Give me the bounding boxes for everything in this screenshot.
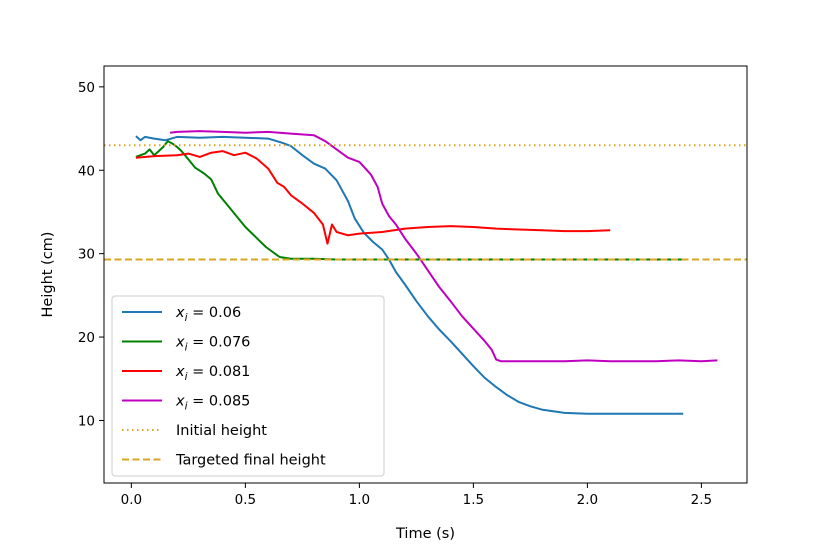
- x-axis-label: Time (s): [395, 526, 455, 542]
- legend-subscript: i: [185, 342, 188, 354]
- legend-box: [111, 295, 385, 477]
- x-tick-label: 2.5: [691, 492, 712, 508]
- y-axis: 10 20 30 40 50: [78, 80, 104, 429]
- legend-value: = 0.076: [188, 335, 251, 351]
- series-line: [135, 150, 611, 245]
- legend-variable: x: [175, 394, 185, 410]
- legend-label: xi = 0.085: [175, 394, 250, 413]
- legend-label: Targeted final height: [175, 453, 326, 469]
- legend-variable: x: [175, 364, 185, 380]
- legend-variable: x: [175, 305, 185, 321]
- legend-subscript: i: [185, 371, 188, 383]
- x-tick-label: 2.0: [577, 492, 598, 508]
- legend-label: xi = 0.081: [175, 364, 250, 383]
- legend-label: xi = 0.06: [175, 305, 241, 324]
- y-tick-label: 50: [78, 80, 95, 96]
- legend-value: = 0.06: [188, 305, 242, 321]
- y-tick-label: 40: [78, 163, 95, 179]
- legend-subscript: i: [185, 312, 188, 324]
- series-line: [135, 140, 688, 261]
- x-axis: 0.0 0.5 1.0 1.5 2.0 2.5: [121, 483, 712, 508]
- legend-subscript: i: [185, 401, 188, 413]
- y-axis-label: Height (cm): [40, 232, 56, 318]
- legend-label: xi = 0.076: [175, 335, 250, 354]
- series-layer: [104, 130, 747, 415]
- legend-value: = 0.081: [188, 364, 251, 380]
- x-tick-label: 0.5: [235, 492, 256, 508]
- plot-frame: [103, 65, 748, 484]
- y-tick-label: 10: [78, 413, 95, 429]
- legend-label: Initial height: [176, 423, 267, 439]
- x-tick-label: 1.5: [463, 492, 484, 508]
- x-tick-label: 1.0: [349, 492, 370, 508]
- legend-value: = 0.085: [188, 394, 251, 410]
- series-line: [169, 130, 718, 363]
- y-tick-label: 30: [78, 247, 95, 263]
- legend-variable: x: [175, 335, 185, 351]
- x-tick-label: 0.0: [121, 492, 142, 508]
- y-tick-label: 20: [78, 330, 95, 346]
